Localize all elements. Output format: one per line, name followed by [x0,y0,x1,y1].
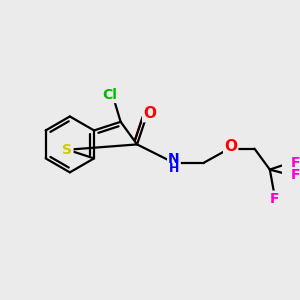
Text: H: H [169,162,179,175]
Text: O: O [143,106,156,121]
Text: F: F [291,156,300,170]
Text: F: F [269,192,279,206]
Text: S: S [62,143,73,157]
Text: F: F [291,168,300,182]
Text: O: O [224,139,237,154]
Text: N: N [168,152,180,166]
Text: Cl: Cl [102,88,117,102]
